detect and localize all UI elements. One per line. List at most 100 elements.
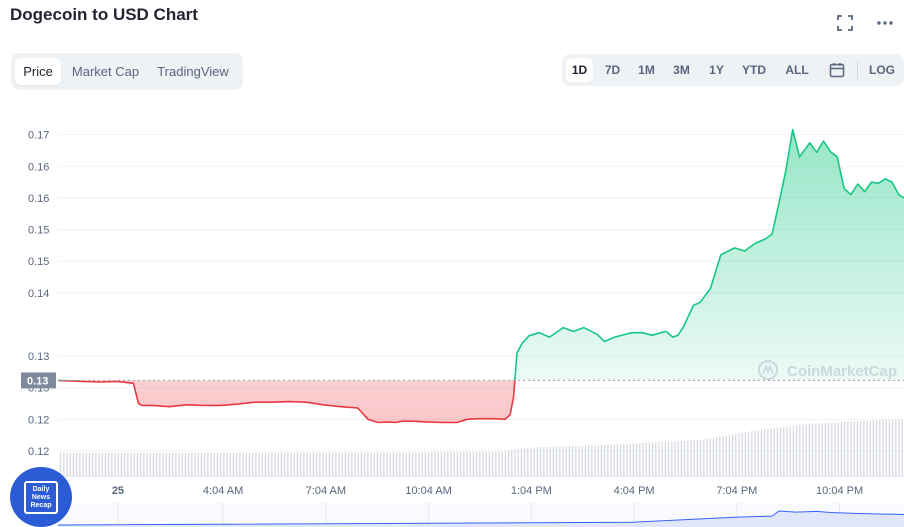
volume-bar [495, 451, 497, 475]
volume-bar [95, 453, 97, 475]
volume-bar [159, 453, 161, 475]
volume-bar [658, 442, 660, 475]
volume-bar [357, 452, 359, 475]
calendar-icon[interactable] [824, 58, 850, 82]
x-tick-label: 10:04 PM [816, 485, 863, 497]
chart-view-tabs: Price Market Cap TradingView [11, 53, 243, 90]
volume-bar [844, 421, 846, 475]
y-tick-label: 0.16 [28, 193, 49, 205]
y-tick-label: 0.12 [28, 414, 49, 426]
volume-bar [834, 422, 836, 475]
volume-bar [60, 453, 62, 475]
y-tick-label: 0.15 [28, 256, 49, 268]
volume-bar [773, 428, 775, 475]
y-tick-label: 0.17 [28, 130, 49, 142]
tab-price[interactable]: Price [15, 58, 61, 85]
tab-tradingview[interactable]: TradingView [157, 64, 229, 79]
range-1y-button[interactable]: 1Y [709, 63, 724, 77]
more-options-icon[interactable] [874, 12, 896, 34]
volume-bar [648, 442, 650, 475]
volume-bar [626, 443, 628, 475]
volume-bar [872, 420, 874, 475]
volume-bar [527, 447, 529, 475]
volume-bar [866, 420, 868, 475]
volume-bar [837, 422, 839, 475]
volume-bar [178, 453, 180, 475]
range-7d-button[interactable]: 7D [604, 63, 621, 77]
volume-bar [261, 452, 263, 475]
volume-bar [152, 453, 154, 475]
volume-bar [69, 453, 71, 475]
volume-bar [130, 453, 132, 475]
volume-bar [783, 427, 785, 475]
volume-bar [248, 452, 250, 475]
volume-bar [786, 426, 788, 475]
volume-bar [792, 425, 794, 475]
volume-bar [712, 437, 714, 475]
range-1m-button[interactable]: 1M [638, 63, 655, 77]
volume-bar [341, 452, 343, 475]
fullscreen-icon[interactable] [834, 12, 856, 34]
volume-bar [104, 453, 106, 475]
volume-bar [623, 443, 625, 475]
volume-bar [652, 442, 654, 475]
x-tick-label: 7:04 PM [716, 485, 757, 497]
volume-bar [389, 452, 391, 475]
volume-bar [402, 452, 404, 475]
volume-bar [716, 437, 718, 475]
volume-bar [200, 452, 202, 475]
volume-bar [440, 452, 442, 475]
volume-bar [149, 453, 151, 475]
volume-bar [127, 453, 129, 475]
volume-bar [492, 451, 494, 475]
range-ytd-button[interactable]: YTD [742, 63, 766, 77]
x-tick-label: 10:04 AM [405, 485, 451, 497]
volume-bar [460, 452, 462, 475]
volume-bar [629, 443, 631, 475]
volume-bar [616, 444, 618, 475]
volume-bar [568, 446, 570, 475]
volume-bar [392, 452, 394, 475]
volume-bar [367, 452, 369, 475]
volume-bar [901, 419, 903, 475]
volume-bar [696, 440, 698, 475]
volume-bar [242, 452, 244, 475]
volume-bar [575, 446, 577, 475]
volume-bar [613, 444, 615, 475]
volume-bar [636, 443, 638, 475]
volume-bar [770, 428, 772, 475]
volume-bar [245, 452, 247, 475]
range-1d-button[interactable]: 1D [566, 58, 593, 82]
volume-bar [620, 444, 622, 475]
volume-bar [488, 451, 490, 475]
volume-bar [175, 453, 177, 475]
range-all-button[interactable]: ALL [785, 63, 809, 77]
volume-bar [530, 447, 532, 475]
volume-bar [239, 452, 241, 475]
x-tick-label: 7:04 AM [306, 485, 346, 497]
daily-news-recap-badge[interactable]: Daily News Recap [10, 467, 72, 527]
x-tick-label: 1:04 PM [511, 485, 552, 497]
volume-bar [335, 452, 337, 475]
volume-bar [428, 452, 430, 475]
tab-market-cap[interactable]: Market Cap [71, 64, 140, 79]
volume-bar [354, 452, 356, 475]
volume-bar [888, 419, 890, 475]
volume-bar [684, 440, 686, 475]
volume-bar [312, 452, 314, 475]
volume-bar [226, 452, 228, 475]
volume-bar [732, 434, 734, 475]
volume-bar [543, 447, 545, 475]
volume-bar [709, 438, 711, 475]
log-scale-toggle[interactable]: LOG [869, 63, 895, 77]
range-3m-button[interactable]: 3M [673, 63, 690, 77]
volume-bar [850, 421, 852, 475]
volume-bar [584, 445, 586, 475]
volume-bar [364, 452, 366, 475]
volume-bar [498, 451, 500, 475]
volume-bar [482, 451, 484, 475]
volume-bar [661, 441, 663, 475]
volume-bar [76, 453, 78, 475]
volume-bar [338, 452, 340, 475]
